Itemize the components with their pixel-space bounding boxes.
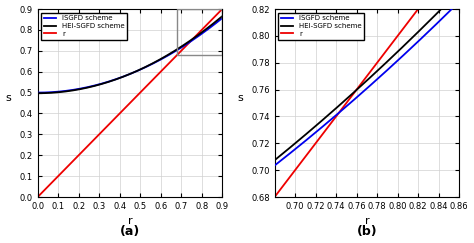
HEI-SGFD scheme bbox=[416, 30, 421, 33]
ISGFD scheme bbox=[399, 56, 404, 59]
Bar bbox=[177, 9, 222, 55]
Legend: ISGFD scheme, HEI-SGFD scheme, r: ISGFD scheme, HEI-SGFD scheme, r bbox=[41, 13, 128, 40]
Text: (a): (a) bbox=[120, 225, 140, 238]
HEI-SGFD scheme bbox=[125, 74, 130, 77]
Legend: ISGFD scheme, HEI-SGFD scheme, r: ISGFD scheme, HEI-SGFD scheme, r bbox=[278, 13, 365, 40]
ISGFD scheme bbox=[419, 36, 425, 39]
r bbox=[416, 7, 421, 10]
ISGFD scheme bbox=[353, 97, 359, 100]
ISGFD scheme bbox=[416, 40, 421, 43]
ISGFD scheme bbox=[35, 91, 40, 94]
r bbox=[272, 196, 277, 199]
HEI-SGFD scheme bbox=[399, 47, 404, 50]
r bbox=[35, 196, 40, 199]
HEI-SGFD scheme bbox=[272, 159, 277, 162]
Line: r: r bbox=[274, 0, 459, 197]
r bbox=[353, 89, 359, 92]
Text: (b): (b) bbox=[356, 225, 377, 238]
r bbox=[399, 30, 404, 33]
Line: ISGFD scheme: ISGFD scheme bbox=[274, 2, 459, 165]
r bbox=[291, 171, 296, 174]
HEI-SGFD scheme bbox=[35, 92, 40, 95]
ISGFD scheme bbox=[219, 17, 225, 20]
HEI-SGFD scheme bbox=[219, 15, 225, 18]
ISGFD scheme bbox=[214, 21, 219, 24]
HEI-SGFD scheme bbox=[291, 143, 296, 146]
HEI-SGFD scheme bbox=[419, 27, 425, 30]
HEI-SGFD scheme bbox=[214, 19, 219, 22]
X-axis label: r: r bbox=[365, 217, 369, 226]
ISGFD scheme bbox=[456, 0, 462, 3]
Line: HEI-SGFD scheme: HEI-SGFD scheme bbox=[37, 16, 222, 93]
X-axis label: r: r bbox=[128, 217, 132, 226]
r bbox=[44, 186, 50, 189]
HEI-SGFD scheme bbox=[44, 92, 50, 95]
r bbox=[119, 109, 125, 112]
HEI-SGFD scheme bbox=[353, 89, 359, 92]
r bbox=[214, 13, 219, 16]
Y-axis label: s: s bbox=[6, 93, 11, 103]
ISGFD scheme bbox=[272, 164, 277, 167]
r bbox=[219, 8, 225, 10]
ISGFD scheme bbox=[119, 75, 125, 78]
ISGFD scheme bbox=[180, 45, 186, 48]
Line: r: r bbox=[37, 9, 222, 197]
ISGFD scheme bbox=[291, 149, 296, 152]
HEI-SGFD scheme bbox=[119, 76, 125, 78]
r bbox=[214, 13, 219, 16]
HEI-SGFD scheme bbox=[214, 19, 219, 22]
Y-axis label: s: s bbox=[237, 93, 243, 103]
ISGFD scheme bbox=[214, 21, 219, 24]
Line: ISGFD scheme: ISGFD scheme bbox=[37, 18, 222, 93]
ISGFD scheme bbox=[125, 74, 130, 77]
ISGFD scheme bbox=[44, 91, 50, 94]
r bbox=[180, 48, 186, 51]
HEI-SGFD scheme bbox=[180, 44, 186, 47]
r bbox=[419, 3, 425, 6]
ISGFD scheme bbox=[346, 103, 352, 105]
r bbox=[125, 104, 130, 107]
HEI-SGFD scheme bbox=[346, 95, 352, 98]
r bbox=[346, 98, 352, 101]
Line: HEI-SGFD scheme: HEI-SGFD scheme bbox=[274, 0, 459, 160]
